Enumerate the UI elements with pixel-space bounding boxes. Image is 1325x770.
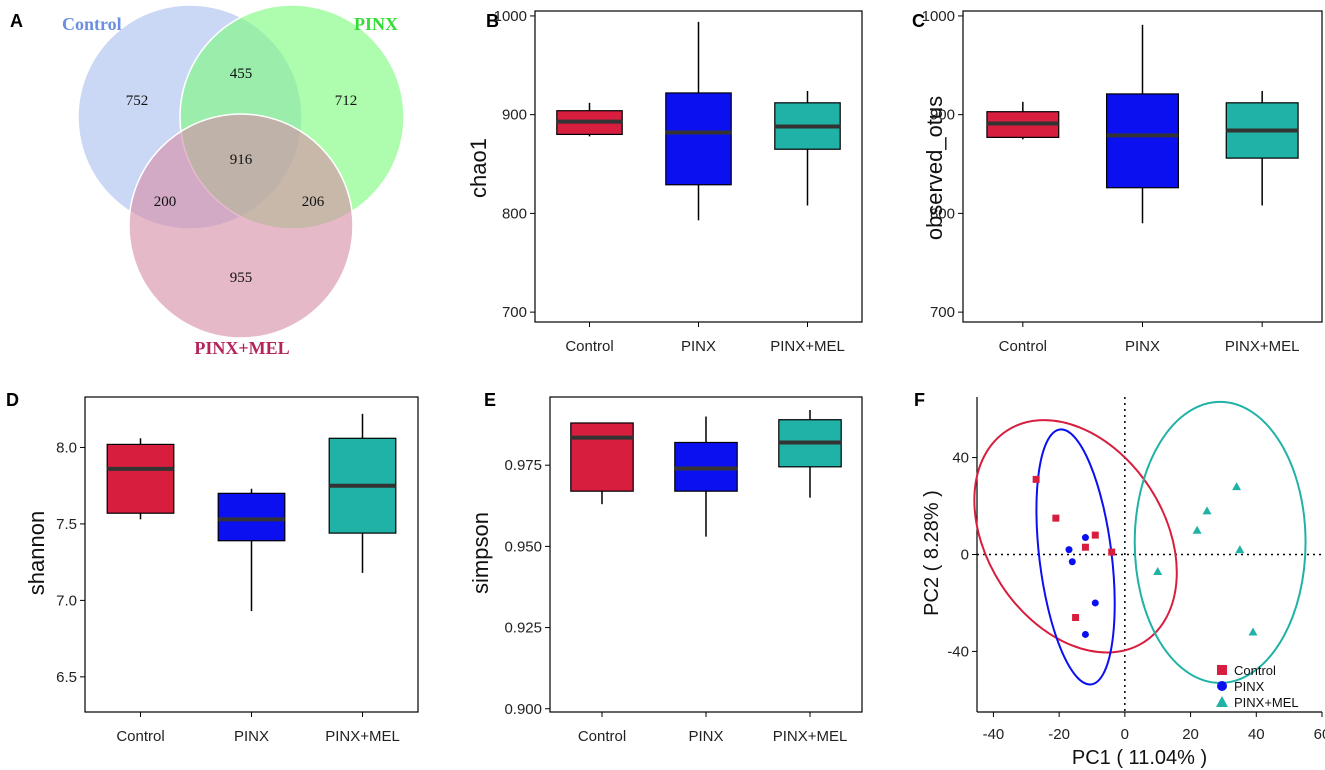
point-control [1091,531,1099,539]
venn-circle-pinx-mel [128,113,354,339]
x-tick-label: PINX [688,728,723,745]
point-control [1081,543,1089,551]
y-tick-label: 7.5 [56,516,77,533]
venn-label-control: Control [62,14,122,34]
observed-otus-boxplot: 700 800 900 1000 Control PINX PINX+MEL observed… [922,8,1323,355]
y-tick-label: 800 [930,205,955,222]
venn-count-control-only: 752 [126,93,149,109]
x-tick-label: Control [578,728,626,745]
point-pinx [1091,599,1099,607]
simpson-boxplot: 0.900 0.925 0.950 0.975 Control PINX PINX+MEL s… [468,396,863,745]
venn-count-control-pinx: 455 [230,66,253,82]
confidence-ellipse-pinx [1035,428,1116,686]
venn-count-pinx-only: 712 [335,93,358,109]
x-tick-label: PINX+MEL [773,728,848,745]
y-tick-label: -40 [947,643,969,660]
y-axis-label: simpson [468,512,493,594]
y-axis-label: chao1 [466,138,491,198]
x-tick-label: PINX+MEL [325,728,400,745]
venn-diagram: Control PINX PINX+MEL 752 712 455 916 20… [62,4,405,358]
point-pinx [1081,630,1089,638]
x-tick-label: Control [565,338,613,355]
y-tick-label: 900 [930,107,955,124]
venn-count-pinx-pinx-mel: 206 [302,194,325,210]
x-tick-label: PINX [681,338,716,355]
y-tick-label: 700 [930,304,955,321]
y-tick-label: 0.900 [504,701,542,718]
point-pinx-mel [1192,525,1202,534]
confidence-ellipse-pinx-mel [1133,400,1307,684]
legend-label-control: Control [1234,663,1276,678]
point-pinx [1065,546,1073,554]
y-tick-label: 0.950 [504,538,542,555]
venn-label-pinx-mel: PINX+MEL [194,338,289,358]
point-pinx-mel [1153,566,1163,575]
venn-count-control-pinx-mel: 200 [154,194,177,210]
x-tick-label: PINX+MEL [1225,338,1300,355]
panel-label-d: D [6,390,19,410]
point-pinx [1081,534,1089,542]
venn-count-all: 916 [230,152,253,168]
y-tick-label: 900 [502,107,527,124]
x-tick-label: Control [999,338,1047,355]
panel-label-b: B [486,11,499,31]
pca-scatter-plot: -40 -20 0 20 40 60 -40 0 40 PC1 ( 11.04% ) PC2 ( 8… [921,397,1325,769]
y-tick-label: 7.0 [56,592,77,609]
box-pinx [665,92,732,186]
y-tick-label: 700 [502,304,527,321]
y-tick-label: 1000 [922,8,955,25]
x-tick-label: 60 [1314,726,1325,743]
y-axis-label: PC2 ( 8.28% ) [921,490,943,616]
legend-label-pinx-mel: PINX+MEL [1234,695,1299,710]
x-axis-label: PC1 ( 11.04% ) [1072,747,1207,769]
point-pinx-mel [1232,482,1242,491]
point-pinx-mel [1248,627,1258,636]
y-tick-label: 0.925 [504,620,542,637]
y-tick-label: 0.975 [504,457,542,474]
point-pinx-mel [1235,545,1245,554]
x-tick-label: 0 [1121,726,1129,743]
legend-label-pinx: PINX [1234,679,1265,694]
chao1-boxplot: 700 800 900 1000 Control PINX PINX+MEL chao1 [466,8,863,355]
venn-label-pinx: PINX [354,14,398,34]
point-pinx [1068,558,1076,566]
x-tick-label: 40 [1248,726,1265,743]
box-pinx [217,492,286,542]
point-pinx-mel [1202,506,1212,515]
x-tick-label: PINX [234,728,269,745]
panel-label-e: E [484,390,496,410]
y-tick-label: 8.0 [56,439,77,456]
point-control [1108,548,1116,556]
point-control [1072,614,1080,621]
panel-label-f: F [914,390,925,410]
y-tick-label: 6.5 [56,669,77,686]
legend-marker-control [1217,665,1227,675]
panel-label-a: A [10,11,23,31]
y-tick-label: 40 [952,450,969,467]
point-control [1032,475,1040,483]
box-control [570,422,634,492]
x-tick-label: -40 [983,726,1005,743]
shannon-boxplot: 6.5 7.0 7.5 8.0 Control PINX PINX+MEL shannon [24,396,419,745]
box-control [106,443,175,514]
y-tick-label: 1000 [494,8,527,25]
y-axis-label: shannon [24,511,49,595]
x-tick-label: PINX [1125,338,1160,355]
confidence-ellipse-control [973,419,1178,654]
point-control [1052,514,1060,522]
y-tick-label: 800 [502,205,527,222]
x-tick-label: 20 [1182,726,1199,743]
y-axis-label: observed_otus [922,96,947,240]
x-tick-label: PINX+MEL [770,338,845,355]
panel-label-c: C [912,11,925,31]
y-tick-label: 0 [961,547,969,564]
legend-marker-pinx [1217,681,1227,691]
box-pinx [1105,93,1179,189]
x-tick-label: -20 [1048,726,1070,743]
legend-marker-pinx-mel [1216,696,1228,707]
x-tick-label: Control [116,728,164,745]
venn-count-pinx-mel-only: 955 [230,270,253,286]
